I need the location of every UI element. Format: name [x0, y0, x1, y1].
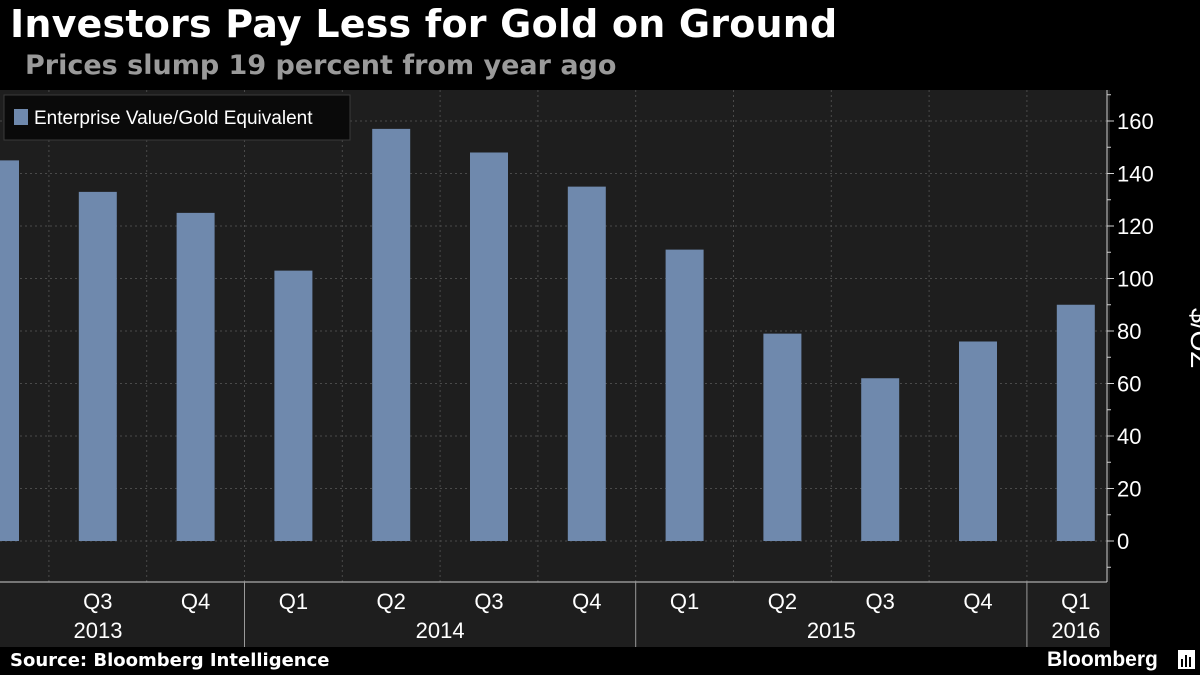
bloomberg-chart-icon: [1178, 650, 1195, 669]
x-tick-label: Q3: [83, 589, 112, 614]
x-tick-label: Q4: [572, 589, 601, 614]
bar: [763, 333, 802, 541]
bar: [176, 212, 215, 541]
legend-label: Enterprise Value/Gold Equivalent: [34, 108, 313, 129]
y-tick-label: 0: [1117, 529, 1129, 554]
legend: Enterprise Value/Gold Equivalent: [3, 94, 351, 141]
bar: [861, 378, 900, 541]
grid-lines: [0, 90, 1107, 582]
y-tick-label: 120: [1117, 214, 1154, 239]
bar: [665, 249, 704, 541]
x-tick-label: Q1: [279, 589, 308, 614]
bloomberg-logo: Bloomberg: [1047, 648, 1158, 671]
x-tick-label: Q1: [670, 589, 699, 614]
bar: [1056, 304, 1095, 541]
chart-subtitle: Prices slump 19 percent from year ago: [25, 50, 617, 81]
x-year-label: 2016: [1051, 618, 1100, 643]
y-tick-label: 40: [1117, 424, 1141, 449]
bar: [470, 152, 508, 541]
bar: [372, 128, 411, 541]
bar: [0, 160, 19, 541]
y-axis-title: $/OZ: [1185, 308, 1200, 368]
x-year-label: 2015: [807, 618, 856, 643]
x-tick-label: Q2: [377, 589, 406, 614]
y-tick-label: 20: [1117, 477, 1141, 502]
y-tick-label: 60: [1117, 372, 1141, 397]
x-tick-label: Q2: [768, 589, 797, 614]
x-year-label: 2013: [74, 618, 123, 643]
x-tick-label: Q1: [1061, 589, 1090, 614]
y-tick-label: 80: [1117, 319, 1141, 344]
bar: [567, 186, 606, 541]
bar: [274, 270, 313, 541]
chart-title: Investors Pay Less for Gold on Ground: [10, 2, 838, 46]
x-axis: Q3 Q4 Q1 Q2 Q3 Q4 Q1 Q2 Q3 Q4 Q1 2013 2014 2015 2016: [0, 581, 1107, 647]
legend-box: [3, 94, 351, 141]
y-tick-label: 140: [1117, 162, 1154, 187]
x-tick-label: Q4: [181, 589, 210, 614]
bar: [959, 341, 997, 541]
y-axis: 0 20 40 60 80 100 120 140 160: [1106, 90, 1154, 582]
x-tick-label: Q4: [963, 589, 992, 614]
x-tick-label: Q3: [866, 589, 895, 614]
y-tick-label: 160: [1117, 109, 1154, 134]
bars: [0, 128, 1095, 541]
legend-swatch: [14, 109, 28, 125]
x-year-label: 2014: [416, 618, 465, 643]
x-tick-label: Q3: [474, 589, 503, 614]
bar: [78, 191, 117, 541]
source-note: Source: Bloomberg Intelligence: [10, 650, 330, 671]
y-tick-label: 100: [1117, 267, 1154, 292]
